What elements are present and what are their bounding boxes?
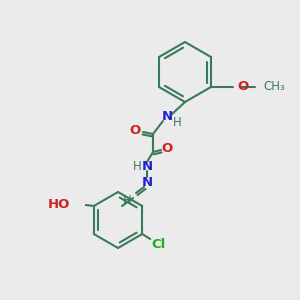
Text: O: O [237, 80, 248, 92]
Text: N: N [141, 176, 153, 188]
Text: CH₃: CH₃ [263, 80, 285, 92]
Text: H: H [172, 116, 182, 130]
Text: O: O [129, 124, 141, 136]
Text: HO: HO [47, 197, 70, 211]
Text: N: N [161, 110, 172, 124]
Text: O: O [161, 142, 172, 154]
Text: N: N [141, 160, 153, 172]
Text: H: H [133, 160, 141, 172]
Text: H: H [123, 194, 131, 206]
Text: Cl: Cl [151, 238, 165, 250]
